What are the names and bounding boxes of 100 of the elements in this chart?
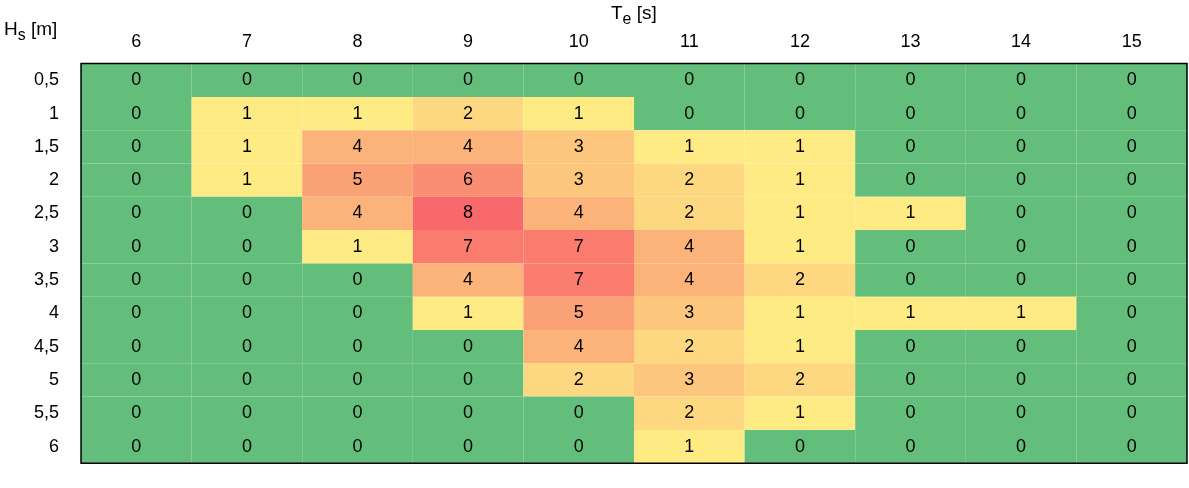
data-label: 7 xyxy=(573,235,584,256)
data-label: 2 xyxy=(684,335,695,356)
y-tick-label: 2 xyxy=(49,169,60,190)
data-label: 0 xyxy=(241,202,252,223)
data-label: 0 xyxy=(794,102,805,123)
data-label: 0 xyxy=(352,335,363,356)
data-label: 4 xyxy=(463,269,474,290)
x-axis-title: T$_{e}$ [s] xyxy=(611,2,657,28)
data-label: 0 xyxy=(241,235,252,256)
data-label: 0 xyxy=(684,69,695,90)
data-label: 0 xyxy=(131,169,142,190)
data-label: 4 xyxy=(684,269,695,290)
data-label: 0 xyxy=(1126,69,1137,90)
data-label: 0 xyxy=(1016,169,1027,190)
y-tick-label: 6 xyxy=(49,435,60,456)
data-label: 1 xyxy=(794,169,805,190)
data-label: 0 xyxy=(1016,368,1027,389)
data-label: 0 xyxy=(463,335,474,356)
data-label: 2 xyxy=(463,102,474,123)
data-label: 0 xyxy=(241,335,252,356)
data-label: 0 xyxy=(131,302,142,323)
data-label: 0 xyxy=(131,368,142,389)
data-label: 0 xyxy=(905,335,916,356)
data-label: 1 xyxy=(573,102,584,123)
data-label: 0 xyxy=(1016,402,1027,423)
data-label: 1 xyxy=(794,235,805,256)
data-label: 0 xyxy=(352,69,363,90)
data-label: 0 xyxy=(352,435,363,456)
x-tick-label: 8 xyxy=(352,30,363,51)
data-label: 0 xyxy=(1016,102,1027,123)
data-label: 0 xyxy=(463,435,474,456)
data-label: 1 xyxy=(684,435,695,456)
data-label: 2 xyxy=(573,368,584,389)
data-label: 0 xyxy=(1016,135,1027,156)
x-tick-label: 14 xyxy=(1011,30,1032,51)
y-tick-label: 5 xyxy=(49,368,60,389)
data-label: 1 xyxy=(794,202,805,223)
data-label: 0 xyxy=(352,402,363,423)
data-label: 0 xyxy=(241,435,252,456)
data-label: 0 xyxy=(131,69,142,90)
data-label: 0 xyxy=(1126,169,1137,190)
y-tick-label: 4,5 xyxy=(33,335,60,356)
y-tick-label: 1 xyxy=(49,102,60,123)
data-label: 2 xyxy=(794,269,805,290)
data-label: 4 xyxy=(573,335,584,356)
data-label: 0 xyxy=(1126,435,1137,456)
data-label: 1 xyxy=(794,335,805,356)
x-tick-label: 12 xyxy=(789,30,810,51)
data-label: 4 xyxy=(352,135,363,156)
x-tick-label: 9 xyxy=(463,30,474,51)
data-label: 1 xyxy=(905,202,916,223)
data-label: 0 xyxy=(1126,402,1137,423)
data-label: 1 xyxy=(241,135,252,156)
data-label: 0 xyxy=(352,368,363,389)
data-label: 0 xyxy=(794,69,805,90)
data-label: 0 xyxy=(463,69,474,90)
data-label: 1 xyxy=(463,302,474,323)
data-label: 0 xyxy=(352,269,363,290)
y-tick-label: 1,5 xyxy=(33,135,60,156)
y-tick-label: 3,5 xyxy=(33,269,60,290)
y-tick-label: 3 xyxy=(49,235,60,256)
data-label: 7 xyxy=(573,269,584,290)
data-label: 0 xyxy=(1016,269,1027,290)
data-label: 0 xyxy=(1126,269,1137,290)
data-label: 0 xyxy=(241,368,252,389)
data-label: 0 xyxy=(131,335,142,356)
y-axis-title: H$_{s}$ [m] xyxy=(4,18,58,44)
data-label: 0 xyxy=(131,235,142,256)
data-label: 0 xyxy=(905,269,916,290)
data-label: 0 xyxy=(463,368,474,389)
x-tick-label: 11 xyxy=(679,30,699,51)
data-label: 4 xyxy=(684,235,695,256)
data-label: 0 xyxy=(131,402,142,423)
data-label: 0 xyxy=(1126,202,1137,223)
x-tick-label: 10 xyxy=(568,30,589,51)
data-label: 0 xyxy=(905,69,916,90)
data-label: 1 xyxy=(794,402,805,423)
data-label: 0 xyxy=(1126,235,1137,256)
data-label: 0 xyxy=(131,202,142,223)
data-label: 1 xyxy=(794,302,805,323)
data-label: 1 xyxy=(352,102,363,123)
data-label: 0 xyxy=(905,169,916,190)
data-label: 2 xyxy=(684,402,695,423)
data-label: 0 xyxy=(905,102,916,123)
data-label: 5 xyxy=(352,169,363,190)
data-label: 0 xyxy=(1126,335,1137,356)
data-label: 0 xyxy=(1126,368,1137,389)
data-label: 4 xyxy=(573,202,584,223)
data-label: 3 xyxy=(684,368,695,389)
data-label: 1 xyxy=(352,235,363,256)
data-label: 6 xyxy=(463,169,474,190)
data-label: 0 xyxy=(241,269,252,290)
data-label: 3 xyxy=(684,302,695,323)
x-tick-label: 15 xyxy=(1121,30,1142,51)
data-label: 4 xyxy=(352,202,363,223)
data-label: 0 xyxy=(684,102,695,123)
data-label: 0 xyxy=(131,435,142,456)
y-tick-label: 5,5 xyxy=(33,402,60,423)
data-label: 1 xyxy=(794,135,805,156)
x-tick-label: 6 xyxy=(131,30,142,51)
